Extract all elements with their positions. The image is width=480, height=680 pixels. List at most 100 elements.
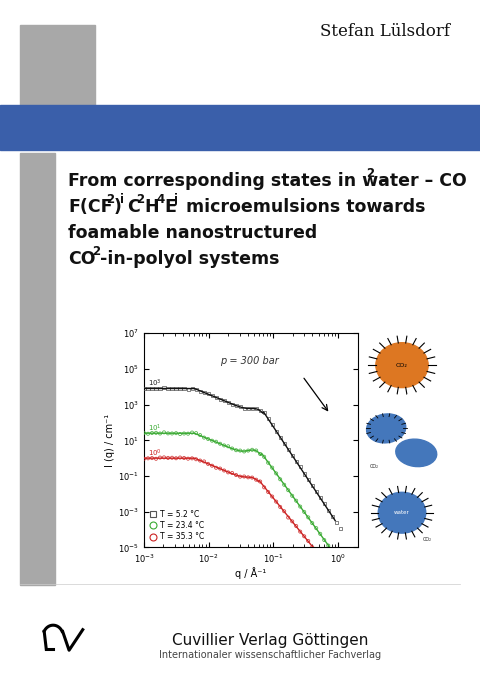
X-axis label: q / Å⁻¹: q / Å⁻¹ (235, 567, 266, 579)
Point (184, 454, 192, 464)
Text: $10^3$: $10^3$ (148, 378, 162, 389)
Point (160, 382, 168, 393)
Point (176, 383, 184, 394)
Point (232, 401, 240, 411)
Point (312, 546, 320, 557)
Text: F(CF: F(CF (68, 198, 112, 216)
Text: microemulsions towards: microemulsions towards (180, 198, 425, 216)
Point (216, 439, 224, 449)
Point (280, 506, 288, 517)
Point (196, 386, 204, 396)
Point (228, 398, 236, 409)
Point (312, 523, 320, 534)
Point (300, 469, 308, 479)
Point (252, 403, 260, 414)
Point (300, 531, 308, 542)
Point (308, 517, 316, 528)
Point (148, 384, 156, 394)
Text: -in-polyol systems: -in-polyol systems (100, 250, 279, 268)
Point (256, 449, 264, 460)
Point (232, 470, 240, 481)
Point (200, 456, 208, 467)
Point (160, 452, 168, 463)
Point (228, 443, 236, 454)
Point (220, 395, 228, 406)
Point (184, 428, 192, 439)
Text: water: water (394, 510, 410, 515)
Point (332, 571, 340, 581)
Text: water: water (394, 393, 410, 398)
Point (208, 390, 216, 401)
Point (276, 501, 284, 512)
Point (208, 435, 216, 446)
Point (216, 394, 224, 405)
Ellipse shape (396, 439, 437, 466)
Point (208, 460, 216, 471)
Point (316, 528, 324, 539)
Text: $10^1$: $10^1$ (148, 423, 162, 435)
Point (296, 501, 304, 512)
Point (248, 403, 256, 414)
Point (244, 472, 252, 483)
Point (140, 454, 148, 464)
Point (256, 476, 264, 487)
Point (320, 556, 328, 566)
Point (248, 444, 256, 455)
Point (272, 468, 280, 479)
Text: 4: 4 (156, 193, 164, 206)
Point (172, 383, 180, 394)
Point (192, 454, 200, 464)
Point (176, 428, 184, 439)
Point (148, 453, 156, 464)
Point (152, 383, 160, 394)
Point (216, 463, 224, 474)
Point (172, 428, 180, 439)
Point (236, 401, 244, 412)
Point (180, 428, 188, 439)
Text: Stefan Lülsdorf: Stefan Lülsdorf (320, 24, 450, 41)
Point (276, 474, 284, 485)
Point (280, 438, 288, 449)
Point (300, 507, 308, 517)
Point (144, 453, 152, 464)
Point (324, 505, 332, 515)
Circle shape (378, 492, 426, 533)
Point (304, 535, 312, 546)
Point (248, 472, 256, 483)
Point (304, 512, 312, 523)
Point (156, 452, 164, 463)
Point (172, 453, 180, 464)
Point (252, 474, 260, 485)
Point (252, 445, 260, 456)
Text: From corresponding states in water – CO: From corresponding states in water – CO (68, 172, 467, 190)
Text: CO₂: CO₂ (423, 537, 432, 543)
Point (336, 523, 344, 534)
Circle shape (376, 343, 428, 388)
Point (292, 521, 300, 532)
Point (304, 474, 312, 485)
Point (268, 462, 276, 473)
Bar (20, 25, 95, 110)
Point (200, 432, 208, 443)
Point (196, 455, 204, 466)
Text: $10^0$: $10^0$ (148, 448, 162, 459)
Point (220, 440, 228, 451)
Point (180, 453, 188, 464)
Point (288, 449, 296, 460)
Point (232, 445, 240, 456)
Point (192, 384, 200, 395)
Text: 2: 2 (106, 193, 114, 206)
Point (192, 428, 200, 439)
Point (240, 471, 248, 482)
Text: p = 300 bar: p = 300 bar (220, 356, 279, 366)
Point (212, 437, 220, 447)
Text: foamable nanostructured: foamable nanostructured (68, 224, 317, 242)
Point (292, 495, 300, 506)
Point (328, 566, 336, 577)
Point (212, 392, 220, 403)
Point (296, 526, 304, 537)
Point (272, 496, 280, 507)
Point (324, 540, 332, 551)
Point (264, 458, 272, 469)
Point (140, 428, 148, 439)
